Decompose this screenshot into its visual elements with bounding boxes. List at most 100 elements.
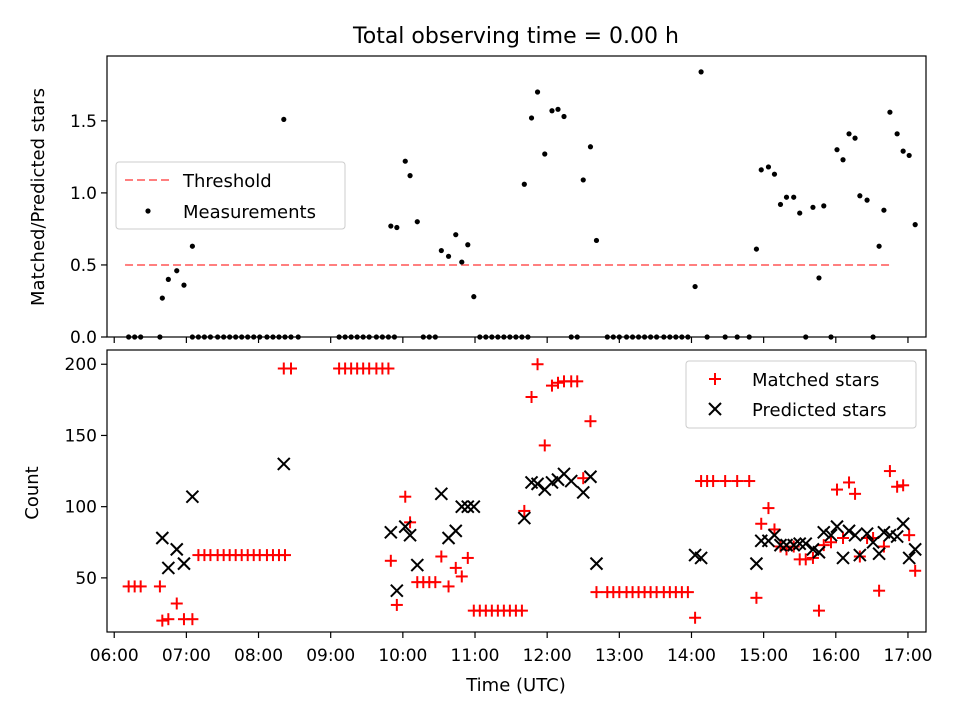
bottom-y-axis-label: Count bbox=[22, 466, 43, 519]
top-y-tick-label: 1.5 bbox=[70, 112, 97, 132]
predicted-star-point bbox=[793, 536, 807, 551]
measurement-point bbox=[459, 259, 465, 265]
matched-star-point bbox=[873, 584, 886, 597]
predicted-star-point bbox=[799, 536, 813, 551]
bottom-x-tick-label: 17:00 bbox=[883, 646, 932, 666]
measurement-point bbox=[698, 69, 704, 75]
measurement-point bbox=[797, 210, 803, 216]
top-x-axis-ticks bbox=[113, 337, 909, 343]
measurement-point bbox=[438, 247, 444, 254]
measurement-point bbox=[189, 243, 195, 249]
measurement-point bbox=[542, 151, 548, 157]
matched-star-point bbox=[170, 597, 183, 610]
x-axis-label: Time (UTC) bbox=[465, 675, 566, 696]
measurement-point bbox=[840, 157, 846, 163]
bottom-plot-marks bbox=[122, 358, 922, 627]
matched-star-point bbox=[518, 504, 531, 517]
predicted-star-point bbox=[398, 519, 412, 534]
bottom-x-tick-label: 11:00 bbox=[451, 646, 500, 666]
measurement-point bbox=[453, 232, 459, 238]
matched-star-point bbox=[186, 613, 199, 626]
predicted-star-point bbox=[872, 546, 886, 561]
bottom-x-tick-label: 07:00 bbox=[162, 646, 211, 666]
bottom-panel: 50 100 150 200 06:00 07:00 08:00 09:00 10:00 11:… bbox=[22, 349, 932, 696]
matched-star-point bbox=[538, 439, 551, 452]
measurement-point bbox=[771, 171, 778, 177]
matched-star-point bbox=[877, 540, 890, 553]
measurement-point bbox=[894, 131, 900, 137]
predicted-star-point bbox=[902, 551, 916, 565]
matched-star-point bbox=[382, 362, 395, 375]
measurement-point bbox=[791, 194, 797, 200]
matched-star-point bbox=[156, 614, 169, 627]
matched-star-point bbox=[590, 586, 603, 599]
measurement-point bbox=[580, 177, 586, 183]
predicted-star-point bbox=[277, 457, 291, 471]
bottom-x-tick-label: 10:00 bbox=[378, 646, 427, 666]
legend-matched-swatch bbox=[709, 373, 721, 385]
measurement-point bbox=[777, 201, 784, 208]
predicted-star-point bbox=[517, 511, 532, 525]
predicted-star-point bbox=[767, 528, 782, 542]
measurement-point bbox=[549, 108, 555, 114]
measurement-point bbox=[821, 203, 827, 209]
measurement-point bbox=[887, 109, 893, 115]
top-y-tick-label: 0.0 bbox=[70, 328, 97, 348]
top-y-axis-label: Matched/Predicted stars bbox=[28, 88, 49, 306]
bottom-x-tick-label: 13:00 bbox=[595, 646, 644, 666]
predicted-star-point bbox=[185, 489, 200, 504]
matched-star-point bbox=[681, 586, 694, 599]
predicted-star-point bbox=[530, 477, 545, 491]
predicted-star-point bbox=[749, 556, 764, 571]
legend-predicted-label: Predicted stars bbox=[752, 400, 886, 421]
measurement-point bbox=[912, 222, 918, 228]
predicted-star-point bbox=[461, 499, 475, 514]
matched-star-point bbox=[897, 479, 910, 492]
matched-star-point bbox=[837, 532, 850, 544]
matched-star-point bbox=[762, 502, 775, 515]
top-panel: 0.0 0.5 1.0 1.5 Matched/Predicted stars Thr… bbox=[28, 55, 927, 348]
matched-star-point bbox=[285, 362, 298, 375]
bottom-x-tick-label: 06:00 bbox=[90, 646, 139, 666]
matched-star-point bbox=[799, 553, 812, 566]
matched-star-point bbox=[903, 529, 916, 542]
predicted-star-point bbox=[403, 528, 417, 542]
matched-star-point bbox=[584, 415, 597, 428]
top-y-axis-ticks: 0.0 0.5 1.0 1.5 bbox=[70, 112, 107, 348]
matched-star-point bbox=[399, 490, 412, 503]
predicted-star-point bbox=[866, 535, 880, 549]
measurement-point bbox=[593, 237, 600, 244]
predicted-star-point bbox=[170, 542, 184, 557]
bottom-legend-box bbox=[685, 360, 917, 429]
predicted-star-point bbox=[817, 525, 831, 540]
predicted-star-point bbox=[583, 470, 598, 484]
matched-star-point bbox=[390, 598, 403, 611]
bottom-y-tick-label: 150 bbox=[65, 426, 97, 446]
matched-star-point bbox=[435, 550, 448, 563]
measurement-point bbox=[881, 207, 887, 213]
matched-star-point bbox=[571, 375, 584, 388]
measurement-point bbox=[783, 194, 790, 200]
matched-star-point bbox=[755, 517, 768, 530]
matched-star-point bbox=[429, 576, 442, 589]
measurement-point bbox=[753, 246, 760, 252]
predicted-star-point bbox=[384, 525, 398, 540]
legend-predicted-swatch bbox=[708, 402, 722, 416]
predicted-star-point bbox=[860, 527, 874, 541]
matched-star-point bbox=[689, 611, 702, 624]
measurement-point bbox=[906, 152, 912, 159]
predicted-star-point bbox=[890, 529, 904, 544]
measurement-point bbox=[159, 295, 165, 301]
measurement-point bbox=[471, 294, 477, 300]
measurement-point bbox=[587, 144, 594, 150]
matched-star-point bbox=[750, 591, 763, 604]
matched-star-point bbox=[278, 549, 291, 562]
measurement-point bbox=[900, 148, 906, 154]
bottom-y-axis-ticks: 50 100 150 200 bbox=[65, 355, 107, 589]
measurement-point bbox=[765, 164, 772, 170]
matched-star-point bbox=[883, 465, 896, 478]
top-y-tick-label: 0.5 bbox=[70, 256, 97, 276]
measurement-point bbox=[407, 173, 413, 179]
predicted-star-point bbox=[564, 474, 578, 488]
